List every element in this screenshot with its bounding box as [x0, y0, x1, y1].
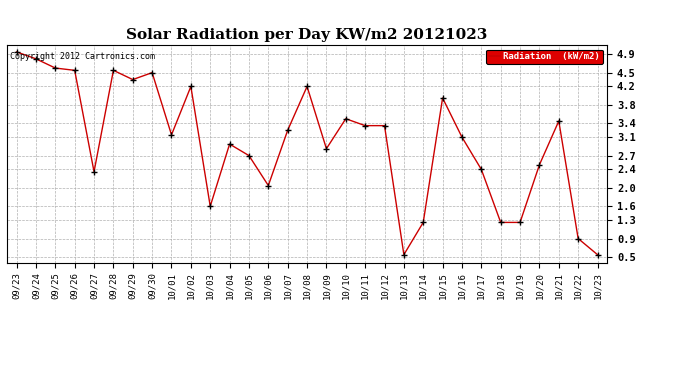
Text: Copyright 2012 Cartronics.com: Copyright 2012 Cartronics.com — [10, 51, 155, 60]
Title: Solar Radiation per Day KW/m2 20121023: Solar Radiation per Day KW/m2 20121023 — [126, 28, 488, 42]
Legend: Radiation  (kW/m2): Radiation (kW/m2) — [486, 50, 602, 64]
